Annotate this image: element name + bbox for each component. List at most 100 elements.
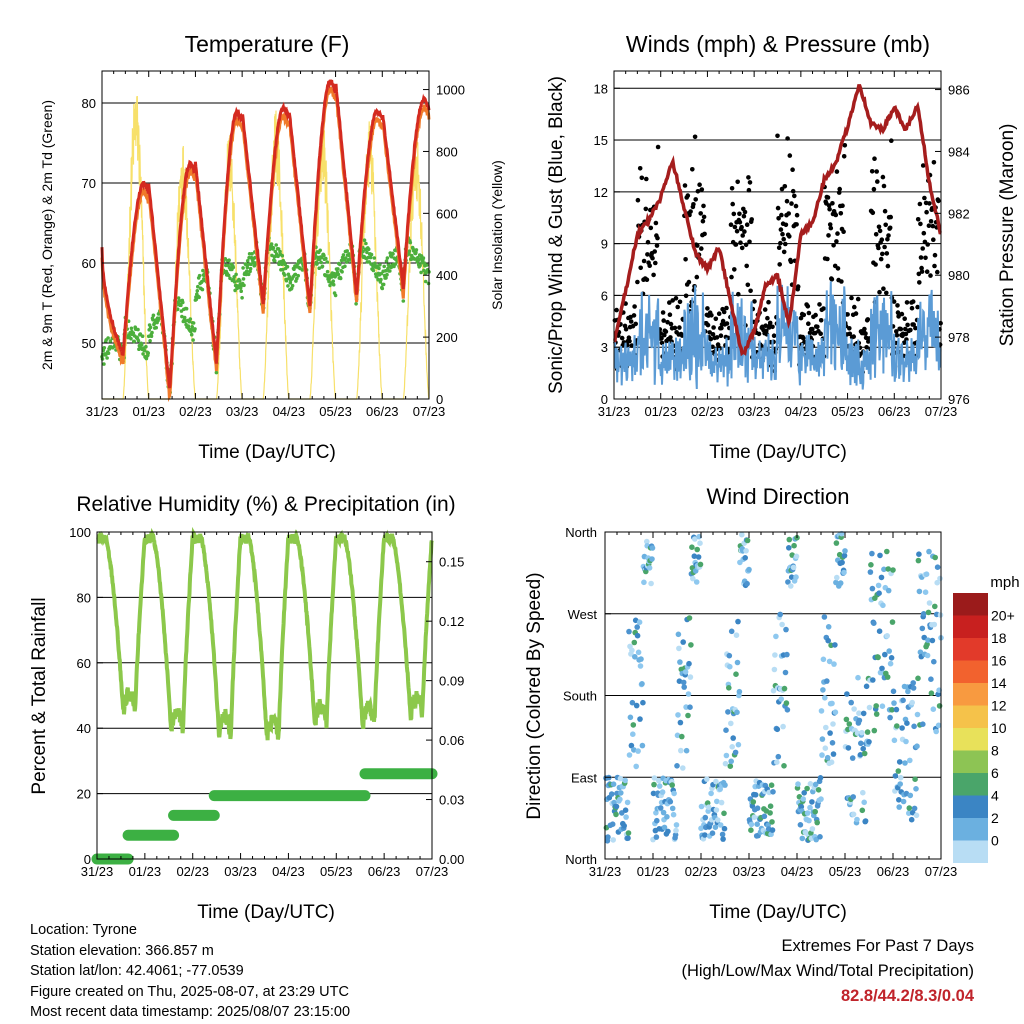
- gust-point: [836, 190, 842, 195]
- temp-2m-line: [100, 79, 431, 389]
- humidity-xtick-label: 05/23: [320, 864, 353, 879]
- direction-point: [880, 602, 886, 609]
- direction-point: [825, 637, 831, 644]
- gust-point: [655, 235, 660, 241]
- direction-point: [832, 709, 839, 715]
- direction-point: [882, 651, 888, 658]
- direction-point: [930, 706, 937, 712]
- direction-point: [887, 660, 894, 667]
- dewpoint-point: [245, 269, 249, 274]
- gust-point: [763, 323, 768, 329]
- gust-point: [626, 335, 632, 341]
- direction-point: [770, 687, 777, 694]
- direction-point: [856, 717, 863, 724]
- direction-point: [873, 711, 880, 717]
- direction-point: [879, 665, 885, 672]
- direction-point: [871, 727, 878, 734]
- gust-point: [638, 265, 643, 271]
- direction-point: [911, 805, 918, 812]
- gust-point: [784, 198, 790, 204]
- direction-point: [622, 807, 629, 813]
- gust-point: [693, 197, 698, 202]
- gust-point: [881, 286, 886, 292]
- dewpoint-point: [191, 338, 195, 342]
- dewpoint-point: [201, 268, 205, 273]
- gust-point: [677, 299, 683, 305]
- direction-point: [829, 740, 836, 746]
- direction-point: [734, 659, 741, 666]
- gust-point: [873, 232, 879, 237]
- gust-point: [794, 212, 800, 218]
- direction-point: [933, 728, 939, 735]
- dewpoint-point: [361, 249, 365, 254]
- dewpoint-point: [364, 241, 368, 246]
- direction-point: [887, 714, 893, 721]
- dewpoint-point: [419, 270, 423, 275]
- direction-point: [686, 660, 692, 667]
- gust-point: [776, 216, 781, 221]
- dewpoint-point: [129, 326, 134, 331]
- direction-point: [914, 711, 921, 718]
- dewpoint-point: [391, 252, 395, 256]
- gust-point: [683, 257, 688, 262]
- direction-point: [702, 832, 708, 838]
- humidity-xtick-label: 01/23: [129, 864, 162, 879]
- winds-y2tick-label: 980: [948, 268, 970, 283]
- gust-point: [873, 262, 878, 267]
- direction-point: [817, 834, 823, 840]
- direction-point: [730, 735, 736, 741]
- direction-point: [884, 674, 891, 680]
- humidity-ytick-label: 60: [77, 656, 91, 671]
- humidity-xtick-label: 07/23: [416, 864, 449, 879]
- dewpoint-point: [340, 270, 344, 274]
- winds-y2tick-label: 986: [948, 83, 970, 98]
- direction-point: [714, 798, 720, 805]
- direction-point: [649, 545, 656, 551]
- direction-point: [630, 731, 636, 737]
- humidity-y2tick-label: 0.15: [439, 555, 464, 570]
- dewpoint-point: [276, 247, 281, 251]
- gust-point: [732, 224, 738, 230]
- gust-point: [869, 169, 875, 174]
- direction-point: [834, 574, 840, 581]
- direction-point: [828, 759, 835, 765]
- direction-point: [683, 704, 689, 710]
- direction-point: [932, 554, 938, 561]
- humidity-xtick-label: 04/23: [272, 864, 305, 879]
- gust-point: [614, 307, 619, 313]
- gust-point: [635, 279, 640, 285]
- direction-point: [639, 742, 646, 749]
- gust-point: [840, 203, 845, 208]
- gust-point: [730, 201, 735, 207]
- gust-point: [623, 326, 629, 332]
- gust-point: [806, 321, 811, 327]
- legend-label: 20+: [991, 608, 1015, 624]
- legend-label: 10: [991, 720, 1007, 736]
- temperature-y2tick-label: 400: [436, 268, 458, 283]
- direction-point: [641, 579, 647, 586]
- dewpoint-point: [106, 336, 110, 340]
- direction-point: [904, 720, 910, 726]
- direction-point: [821, 614, 828, 620]
- gust-point: [659, 340, 665, 346]
- direction-point: [723, 727, 729, 733]
- direction-point: [721, 810, 727, 817]
- dewpoint-point: [280, 253, 285, 258]
- direction-point: [875, 654, 881, 661]
- gust-point: [835, 266, 841, 271]
- direction-point: [718, 799, 725, 806]
- direction-point: [924, 652, 931, 659]
- gust-point: [637, 166, 643, 171]
- direction-point: [769, 827, 776, 833]
- gust-point: [903, 331, 909, 337]
- gust-point: [729, 186, 735, 191]
- direction-point: [914, 743, 920, 749]
- humidity-xlabel: Time (Day/UTC): [197, 902, 335, 923]
- dewpoint-point: [285, 265, 290, 269]
- gust-point: [756, 331, 762, 337]
- gust-point: [807, 330, 813, 336]
- temperature-xlabel: Time (Day/UTC): [198, 442, 336, 463]
- direction-point: [893, 706, 900, 713]
- direction-point: [669, 805, 676, 812]
- gust-point: [827, 206, 832, 212]
